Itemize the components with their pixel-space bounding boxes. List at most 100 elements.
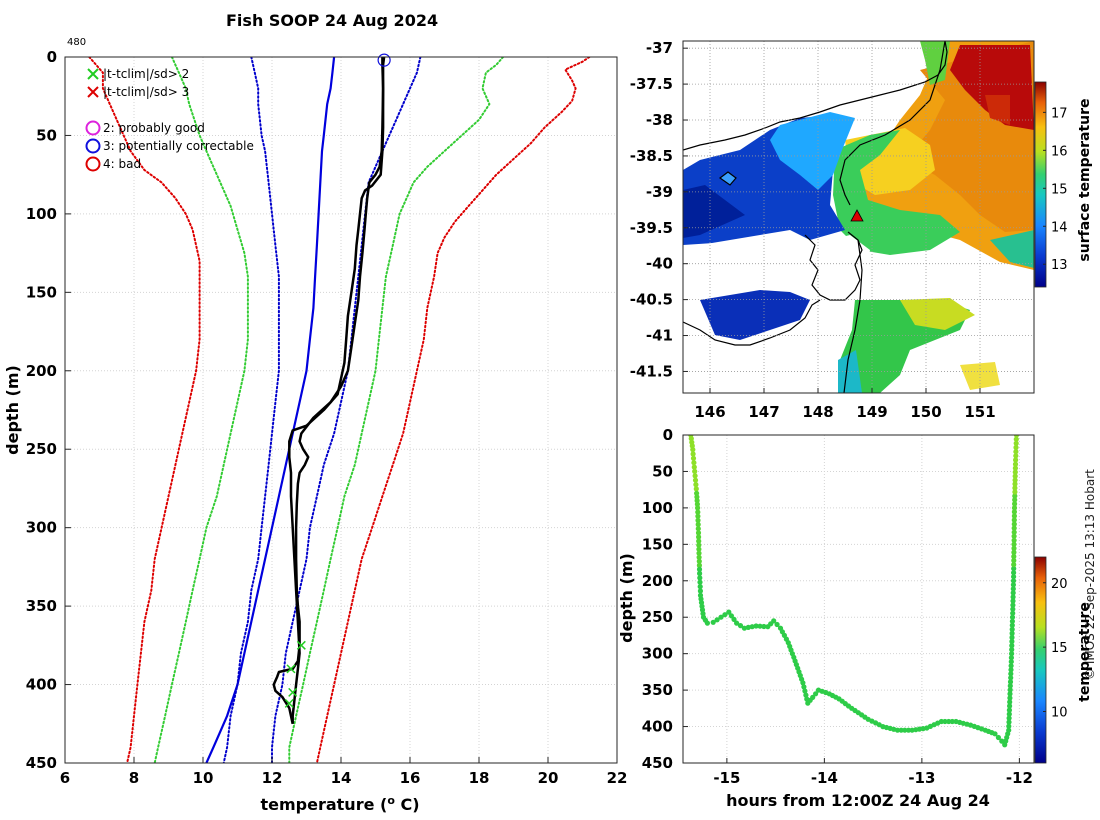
section-point xyxy=(1010,606,1016,612)
section-tick-label-y: 450 xyxy=(642,754,673,772)
section-point xyxy=(690,447,696,453)
profile-tick-label-y: 400 xyxy=(26,676,57,694)
map-tick-label-y: -40.5 xyxy=(630,291,673,309)
section-point xyxy=(999,738,1005,744)
legend-circle-icon xyxy=(85,120,101,136)
section-point xyxy=(1013,453,1019,459)
section-point xyxy=(1011,545,1017,552)
section-point xyxy=(731,616,737,623)
section-point xyxy=(1008,671,1014,677)
section-point xyxy=(691,460,697,466)
section-point xyxy=(704,620,711,626)
section-point xyxy=(753,623,759,629)
map-axes-box xyxy=(682,40,1035,394)
profile-lines xyxy=(88,57,591,763)
profile-series-line xyxy=(272,57,386,725)
figure-title: Fish SOOP 24 Aug 2024 xyxy=(226,11,439,30)
section-colorbar-tick-label: 15 xyxy=(1051,641,1068,656)
section-point xyxy=(1013,435,1020,438)
section-point xyxy=(696,542,702,548)
map-region-southeast-teal xyxy=(838,350,862,393)
section-point xyxy=(810,694,816,701)
profile-tick-label-y: 450 xyxy=(26,754,57,772)
profile-tick-label-y: 50 xyxy=(36,126,57,144)
section-point xyxy=(692,468,698,474)
section-point xyxy=(1010,610,1016,616)
section-point xyxy=(894,727,901,733)
profile-tick-label-y: 0 xyxy=(47,48,57,66)
corner-note: 480 xyxy=(67,37,87,48)
map-tick-label-y: -37 xyxy=(646,39,673,57)
profile-tick-label-x: 20 xyxy=(538,769,559,787)
section-point xyxy=(696,562,703,569)
section-point xyxy=(1006,707,1013,713)
section-point xyxy=(1010,594,1016,600)
section-point xyxy=(1010,598,1016,604)
section-point xyxy=(813,691,819,697)
section-point xyxy=(1009,626,1015,633)
profile-qc-marker xyxy=(377,53,391,67)
map-coast-mainland xyxy=(683,41,948,151)
section-point xyxy=(1013,436,1019,442)
section-point xyxy=(1011,549,1017,556)
section-point xyxy=(696,534,702,540)
map-colorbar-label: surface temperature xyxy=(1077,98,1093,261)
map-colorbar-tick-label: 13 xyxy=(1051,258,1068,273)
section-point xyxy=(1007,679,1014,685)
sst-map-panel: 146 147 148 149 150 151 -37 -37.5 -38 -38.5 -39 -39… xyxy=(630,39,1093,421)
section-grid xyxy=(683,434,1034,764)
section-point xyxy=(697,584,703,590)
section-point xyxy=(1011,566,1017,572)
map-region-green-shelf xyxy=(833,130,960,255)
section-point xyxy=(696,538,702,544)
map-colorbar-ticks: 13 14 15 16 17 xyxy=(1043,106,1068,273)
profile-ticks: 6 8 10 12 14 16 18 20 22 0 50 100 150 200 250 300 350 400… xyxy=(26,48,628,787)
section-ticks: -15 -14 -13 -12 0 50 100 150 200 250 300 350 400 450 xyxy=(642,426,1033,787)
section-point xyxy=(1008,663,1014,669)
section-point xyxy=(696,566,703,573)
section-point xyxy=(1007,683,1013,689)
section-point xyxy=(693,486,699,492)
section-point xyxy=(696,558,702,564)
profile-tick-label-y: 350 xyxy=(26,597,57,615)
section-tick-label-y: 400 xyxy=(642,718,673,736)
profile-tick-label-x: 6 xyxy=(60,769,70,787)
section-point xyxy=(992,731,998,737)
section-point xyxy=(745,624,751,631)
section-point xyxy=(757,623,763,629)
section-point xyxy=(722,612,728,618)
legend-circle-icon xyxy=(85,138,101,154)
map-tick-label-x: 146 xyxy=(694,403,725,421)
section-tick-label-x: -13 xyxy=(908,769,935,787)
section-point xyxy=(1009,643,1015,649)
section-point xyxy=(691,464,697,470)
section-point xyxy=(741,625,748,631)
section-point xyxy=(1006,723,1012,729)
map-tick-label-y: -39 xyxy=(646,183,673,201)
section-point xyxy=(1011,521,1017,527)
section-point xyxy=(1013,444,1019,451)
profile-series-line xyxy=(288,57,385,724)
map-tick-label-y: -37.5 xyxy=(630,75,673,93)
section-point xyxy=(697,575,703,581)
section-point xyxy=(1011,537,1017,543)
map-colorbar-tick-label: 16 xyxy=(1051,144,1068,159)
section-point xyxy=(710,619,716,625)
profile-tick-label-y: 100 xyxy=(26,205,57,223)
section-point xyxy=(1007,691,1013,697)
section-point xyxy=(1011,509,1018,515)
section-point xyxy=(1010,590,1016,596)
section-point xyxy=(726,609,732,615)
profile-series-line xyxy=(88,57,201,763)
section-point xyxy=(695,513,701,519)
section-point xyxy=(905,727,912,733)
section-point xyxy=(1008,675,1014,681)
section-point xyxy=(1012,477,1018,483)
section-point xyxy=(1011,533,1017,539)
section-point xyxy=(1009,614,1016,620)
map-ship-marker-icon xyxy=(850,209,864,222)
section-tick-label-y: 350 xyxy=(642,681,673,699)
map-sst-field xyxy=(683,41,1034,393)
section-point xyxy=(995,734,1002,741)
section-point xyxy=(1009,618,1016,624)
